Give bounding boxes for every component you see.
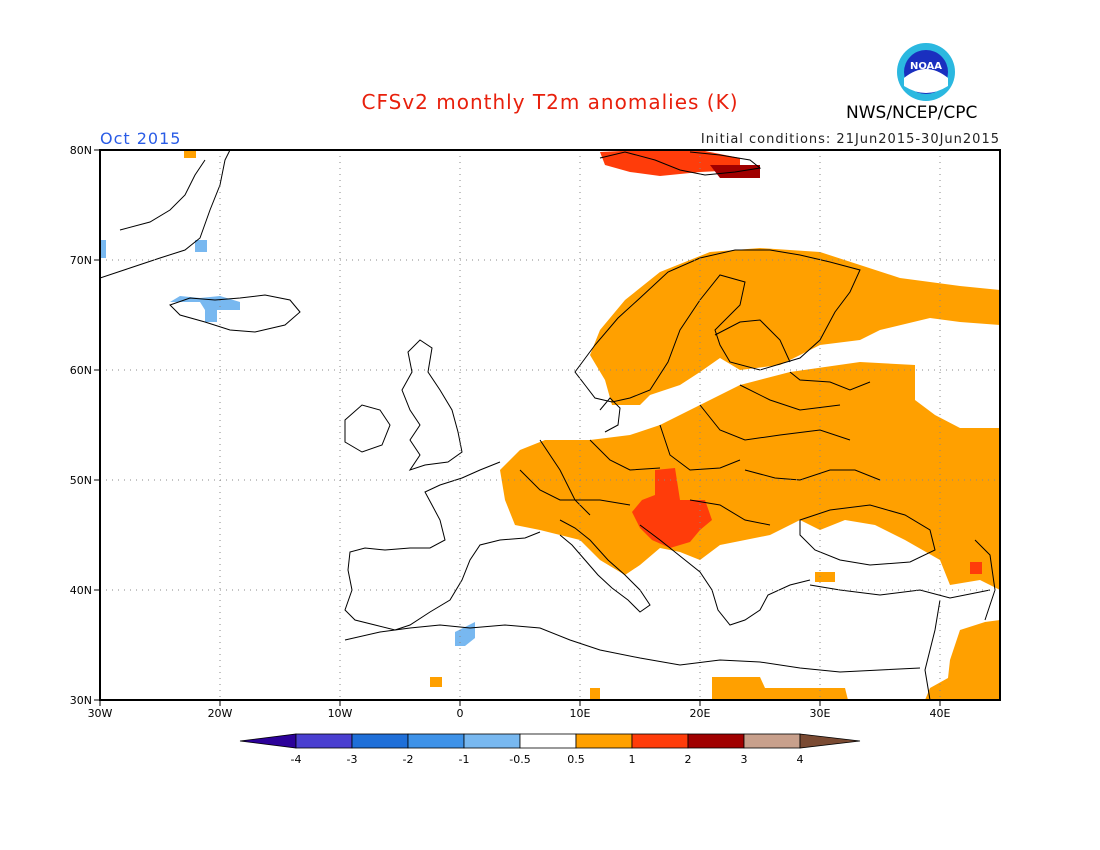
legend-swatch-9 (743, 733, 801, 749)
legend-label-4: -0.5 (509, 753, 530, 766)
anomaly-warm-scandinavia (590, 248, 1000, 405)
axis-ticks (94, 149, 941, 706)
legend-swatch-10 (799, 733, 861, 749)
lat-tick-30n: 30N (70, 694, 92, 707)
anomaly-hot-svalbard (600, 150, 740, 176)
legend-label-2: -2 (403, 753, 414, 766)
anomaly-fields (100, 150, 1000, 700)
lat-tick-60n: 60N (70, 364, 92, 377)
legend-label-7: 2 (685, 753, 692, 766)
legend-label-8: 3 (741, 753, 748, 766)
lat-tick-40n: 40N (70, 584, 92, 597)
legend-label-9: 4 (797, 753, 804, 766)
legend-swatch-6 (575, 733, 633, 749)
chart-title: CFSv2 monthly T2m anomalies (K) (361, 90, 739, 114)
anomaly-warm-anatolia (815, 572, 835, 582)
lon-tick-30e: 30E (810, 707, 831, 720)
legend-swatch-0 (239, 733, 297, 749)
lon-tick-10w: 10W (328, 707, 353, 720)
lon-tick-20e: 20E (690, 707, 711, 720)
legend-swatch-1 (295, 733, 353, 749)
anomaly-warm-middle-east (925, 620, 1000, 700)
noaa-logo-text: NOAA (910, 61, 942, 72)
lon-tick-20w: 20W (208, 707, 233, 720)
month-label: Oct 2015 (100, 129, 182, 148)
noaa-logo-icon: NOAA (896, 42, 956, 102)
grid-lines (100, 150, 1000, 700)
lon-tick-40e: 40E (930, 707, 951, 720)
anomaly-hot-balkans (632, 468, 712, 548)
lat-tick-70n: 70N (70, 254, 92, 267)
initial-conditions: Initial conditions: 21Jun2015-30Jun2015 (700, 132, 1000, 147)
lon-tick-0: 0 (457, 707, 464, 720)
legend-colorbar (239, 733, 861, 749)
legend-swatch-3 (407, 733, 465, 749)
anomaly-cool-greenland (195, 240, 207, 252)
legend-swatch-4 (463, 733, 521, 749)
lon-tick-10e: 10E (570, 707, 591, 720)
anomaly-hot-caucasus (970, 562, 982, 574)
legend-label-3: -1 (459, 753, 470, 766)
agency-label: NWS/NCEP/CPC (846, 103, 978, 123)
lon-tick-30w: 30W (88, 707, 113, 720)
anomaly-warm-algeria (430, 677, 442, 687)
anomaly-warm-north-africa (712, 677, 848, 700)
anomaly-warm-central-europe (500, 362, 1000, 590)
anomaly-cool-iceland (170, 296, 240, 310)
anomaly-warm-greenland (184, 150, 196, 158)
legend-label-5: 0.5 (567, 753, 585, 766)
legend-swatch-7 (631, 733, 689, 749)
lat-tick-80n: 80N (70, 144, 92, 157)
map-frame (99, 149, 1001, 701)
legend-swatch-2 (351, 733, 409, 749)
legend-swatch-5 (519, 733, 577, 749)
anomaly-cool-iceland-south (205, 310, 217, 322)
anomaly-cool-north-africa (455, 622, 475, 646)
anomaly-cool-greenland-west (100, 240, 106, 258)
legend-label-6: 1 (629, 753, 636, 766)
anomaly-warm-libya (590, 688, 600, 700)
legend-label-0: -4 (291, 753, 302, 766)
lat-tick-50n: 50N (70, 474, 92, 487)
legend-swatch-8 (687, 733, 745, 749)
legend-label-1: -3 (347, 753, 358, 766)
